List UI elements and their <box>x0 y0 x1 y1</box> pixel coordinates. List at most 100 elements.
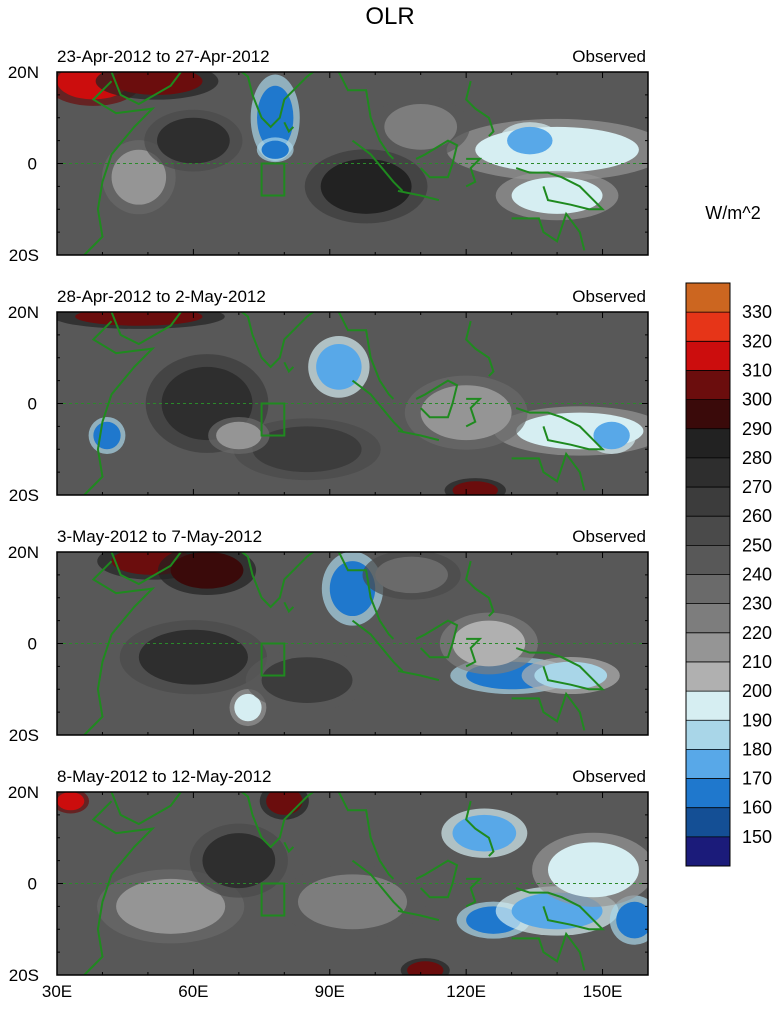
coastline <box>83 320 156 495</box>
region-box <box>260 402 286 437</box>
x-tick-label: 90E <box>315 982 345 1001</box>
coastline <box>240 312 315 369</box>
y-tick-label: 20S <box>9 246 39 265</box>
figure-title: OLR <box>365 3 414 30</box>
y-tick-label: 20N <box>8 63 39 82</box>
olr-cell <box>452 481 498 495</box>
colorbar-label: 290 <box>742 419 772 439</box>
olr-cell <box>297 874 408 930</box>
olr-cell <box>616 901 648 939</box>
region-box <box>260 642 286 677</box>
panel-field <box>57 552 648 735</box>
coastline <box>415 139 459 179</box>
colorbar-label: 270 <box>742 477 772 497</box>
coastline <box>337 312 395 400</box>
x-tick-label: 150E <box>583 982 623 1001</box>
coastline <box>83 80 156 255</box>
colorbar-segment <box>686 283 730 313</box>
olr-panel: 8-May-2012 to 12-May-2012 Observed 20N 0 20S… <box>8 767 649 1001</box>
coastline <box>83 560 156 735</box>
coastline <box>240 792 315 849</box>
panel-label: Observed <box>572 767 646 786</box>
colorbar-segment <box>686 545 730 575</box>
colorbar-segment <box>686 574 730 604</box>
coastline <box>110 552 183 586</box>
olr-cell <box>75 312 203 326</box>
colorbar-segment <box>686 457 730 488</box>
olr-cell <box>507 126 553 155</box>
olr-cell <box>116 878 226 934</box>
y-tick-label: 20N <box>8 303 39 322</box>
coastline <box>465 877 483 908</box>
y-tick-label: 20S <box>9 966 39 985</box>
colorbar: 150 160 170 180 190 200 210 220 230 240 250 260 270 2… <box>685 282 772 867</box>
colorbar-segment <box>686 428 730 458</box>
colorbar-label: 160 <box>742 798 772 818</box>
coastline <box>351 379 404 432</box>
coastline <box>110 72 183 106</box>
olr-cell <box>202 833 276 889</box>
colorbar-label: 310 <box>742 360 772 380</box>
colorbar-label: 180 <box>742 739 772 759</box>
colorbar-label: 250 <box>742 535 772 555</box>
panel-label: Observed <box>572 527 646 546</box>
colorbar-segment <box>686 603 730 633</box>
coastline <box>397 669 440 682</box>
colorbar-segment <box>686 312 730 342</box>
colorbar-segment <box>686 399 730 429</box>
coastline <box>511 211 586 251</box>
coastline <box>465 800 495 857</box>
colorbar-label: 240 <box>742 565 772 585</box>
coastline <box>515 407 605 451</box>
coastline <box>397 909 440 922</box>
panel-label: Observed <box>572 287 646 306</box>
panel-label: Observed <box>572 47 646 66</box>
colorbar-segment <box>686 661 730 692</box>
coastline <box>415 859 459 899</box>
region-box <box>260 162 286 197</box>
panel-period: 28-Apr-2012 to 2-May-2012 <box>57 287 266 306</box>
coastline <box>465 637 483 668</box>
olr-panel: 23-Apr-2012 to 27-Apr-2012 Observed 20N 0 20… <box>8 47 649 265</box>
coastline <box>415 619 459 659</box>
coastline <box>240 72 315 129</box>
coastline <box>110 792 183 826</box>
panel-period: 8-May-2012 to 12-May-2012 <box>57 767 272 786</box>
colorbar-segment <box>686 720 730 750</box>
region-box <box>260 882 286 917</box>
olr-cell <box>234 693 262 722</box>
y-tick-label: 0 <box>28 155 37 174</box>
coastline <box>465 560 495 617</box>
olr-cell <box>138 629 248 685</box>
colorbar-segment <box>686 487 730 517</box>
olr-cell <box>111 72 203 95</box>
coastline <box>351 619 404 672</box>
olr-cell <box>547 842 639 898</box>
olr-cell <box>261 140 289 159</box>
colorbar-label: 230 <box>742 594 772 614</box>
olr-cell <box>93 421 121 450</box>
coastline <box>465 157 483 188</box>
coastline <box>511 451 586 491</box>
colorbar-label: 210 <box>742 652 772 672</box>
olr-cell <box>452 814 517 852</box>
colorbar-label: 200 <box>742 681 772 701</box>
colorbar-segment <box>686 632 730 662</box>
colorbar-label: 330 <box>742 302 772 322</box>
colorbar-segment <box>686 691 730 721</box>
coastline <box>465 80 495 137</box>
y-tick-label: 0 <box>28 635 37 654</box>
colorbar-segment <box>686 370 730 400</box>
olr-panel: 28-Apr-2012 to 2-May-2012 Observed 20N 0 20S <box>8 287 649 505</box>
colorbar-label: 260 <box>742 506 772 526</box>
colorbar-label: 190 <box>742 710 772 730</box>
y-tick-label: 20N <box>8 543 39 562</box>
panel-field <box>57 312 648 495</box>
coastline <box>465 397 483 428</box>
coastline <box>515 167 605 211</box>
olr-cell <box>407 961 444 975</box>
olr-cell <box>316 344 362 390</box>
colorbar-segment <box>686 778 730 808</box>
y-tick-label: 20S <box>9 726 39 745</box>
